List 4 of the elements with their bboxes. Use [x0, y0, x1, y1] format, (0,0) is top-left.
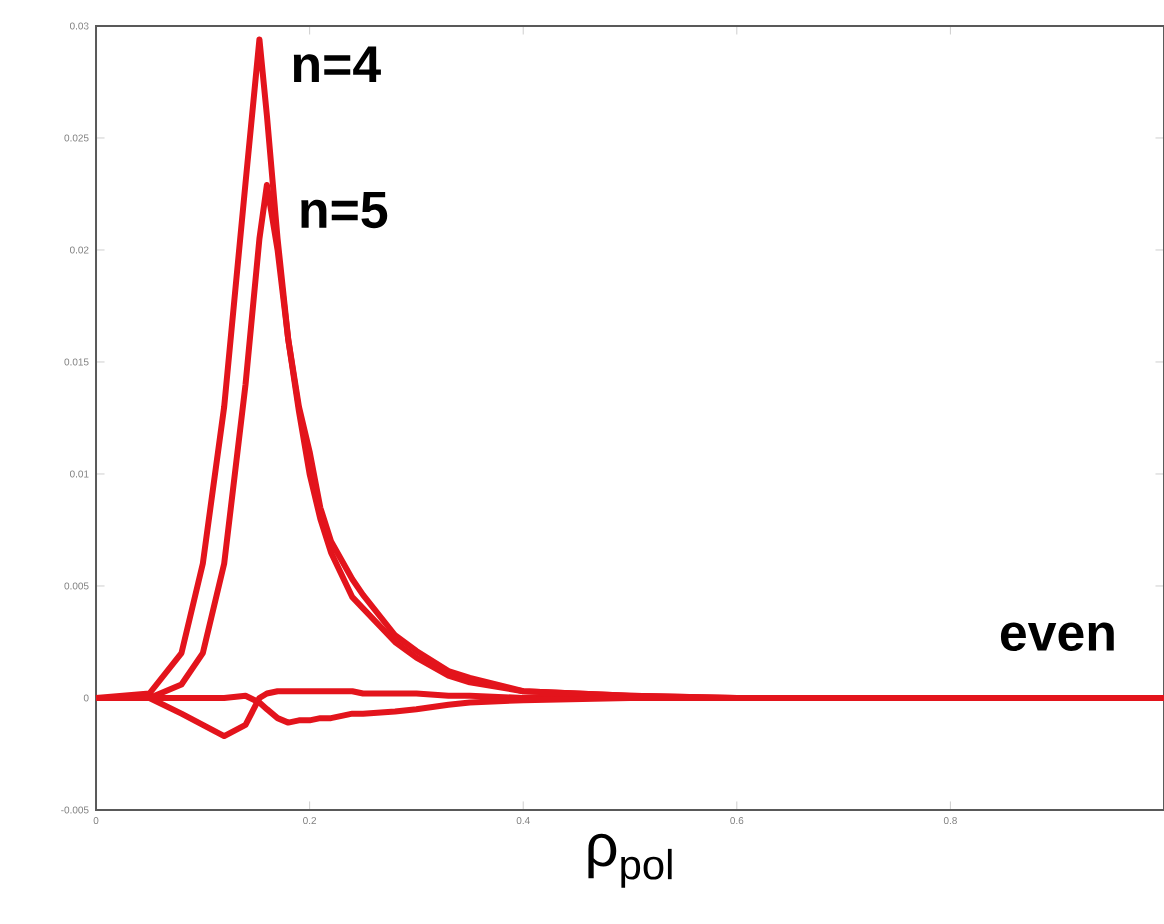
x-axis-title: ρ$_{pol}$: [588, 833, 672, 888]
series-label: even: [1000, 622, 1114, 651]
series-label: n=4: [293, 46, 381, 83]
series-label: n=5: [301, 192, 388, 229]
